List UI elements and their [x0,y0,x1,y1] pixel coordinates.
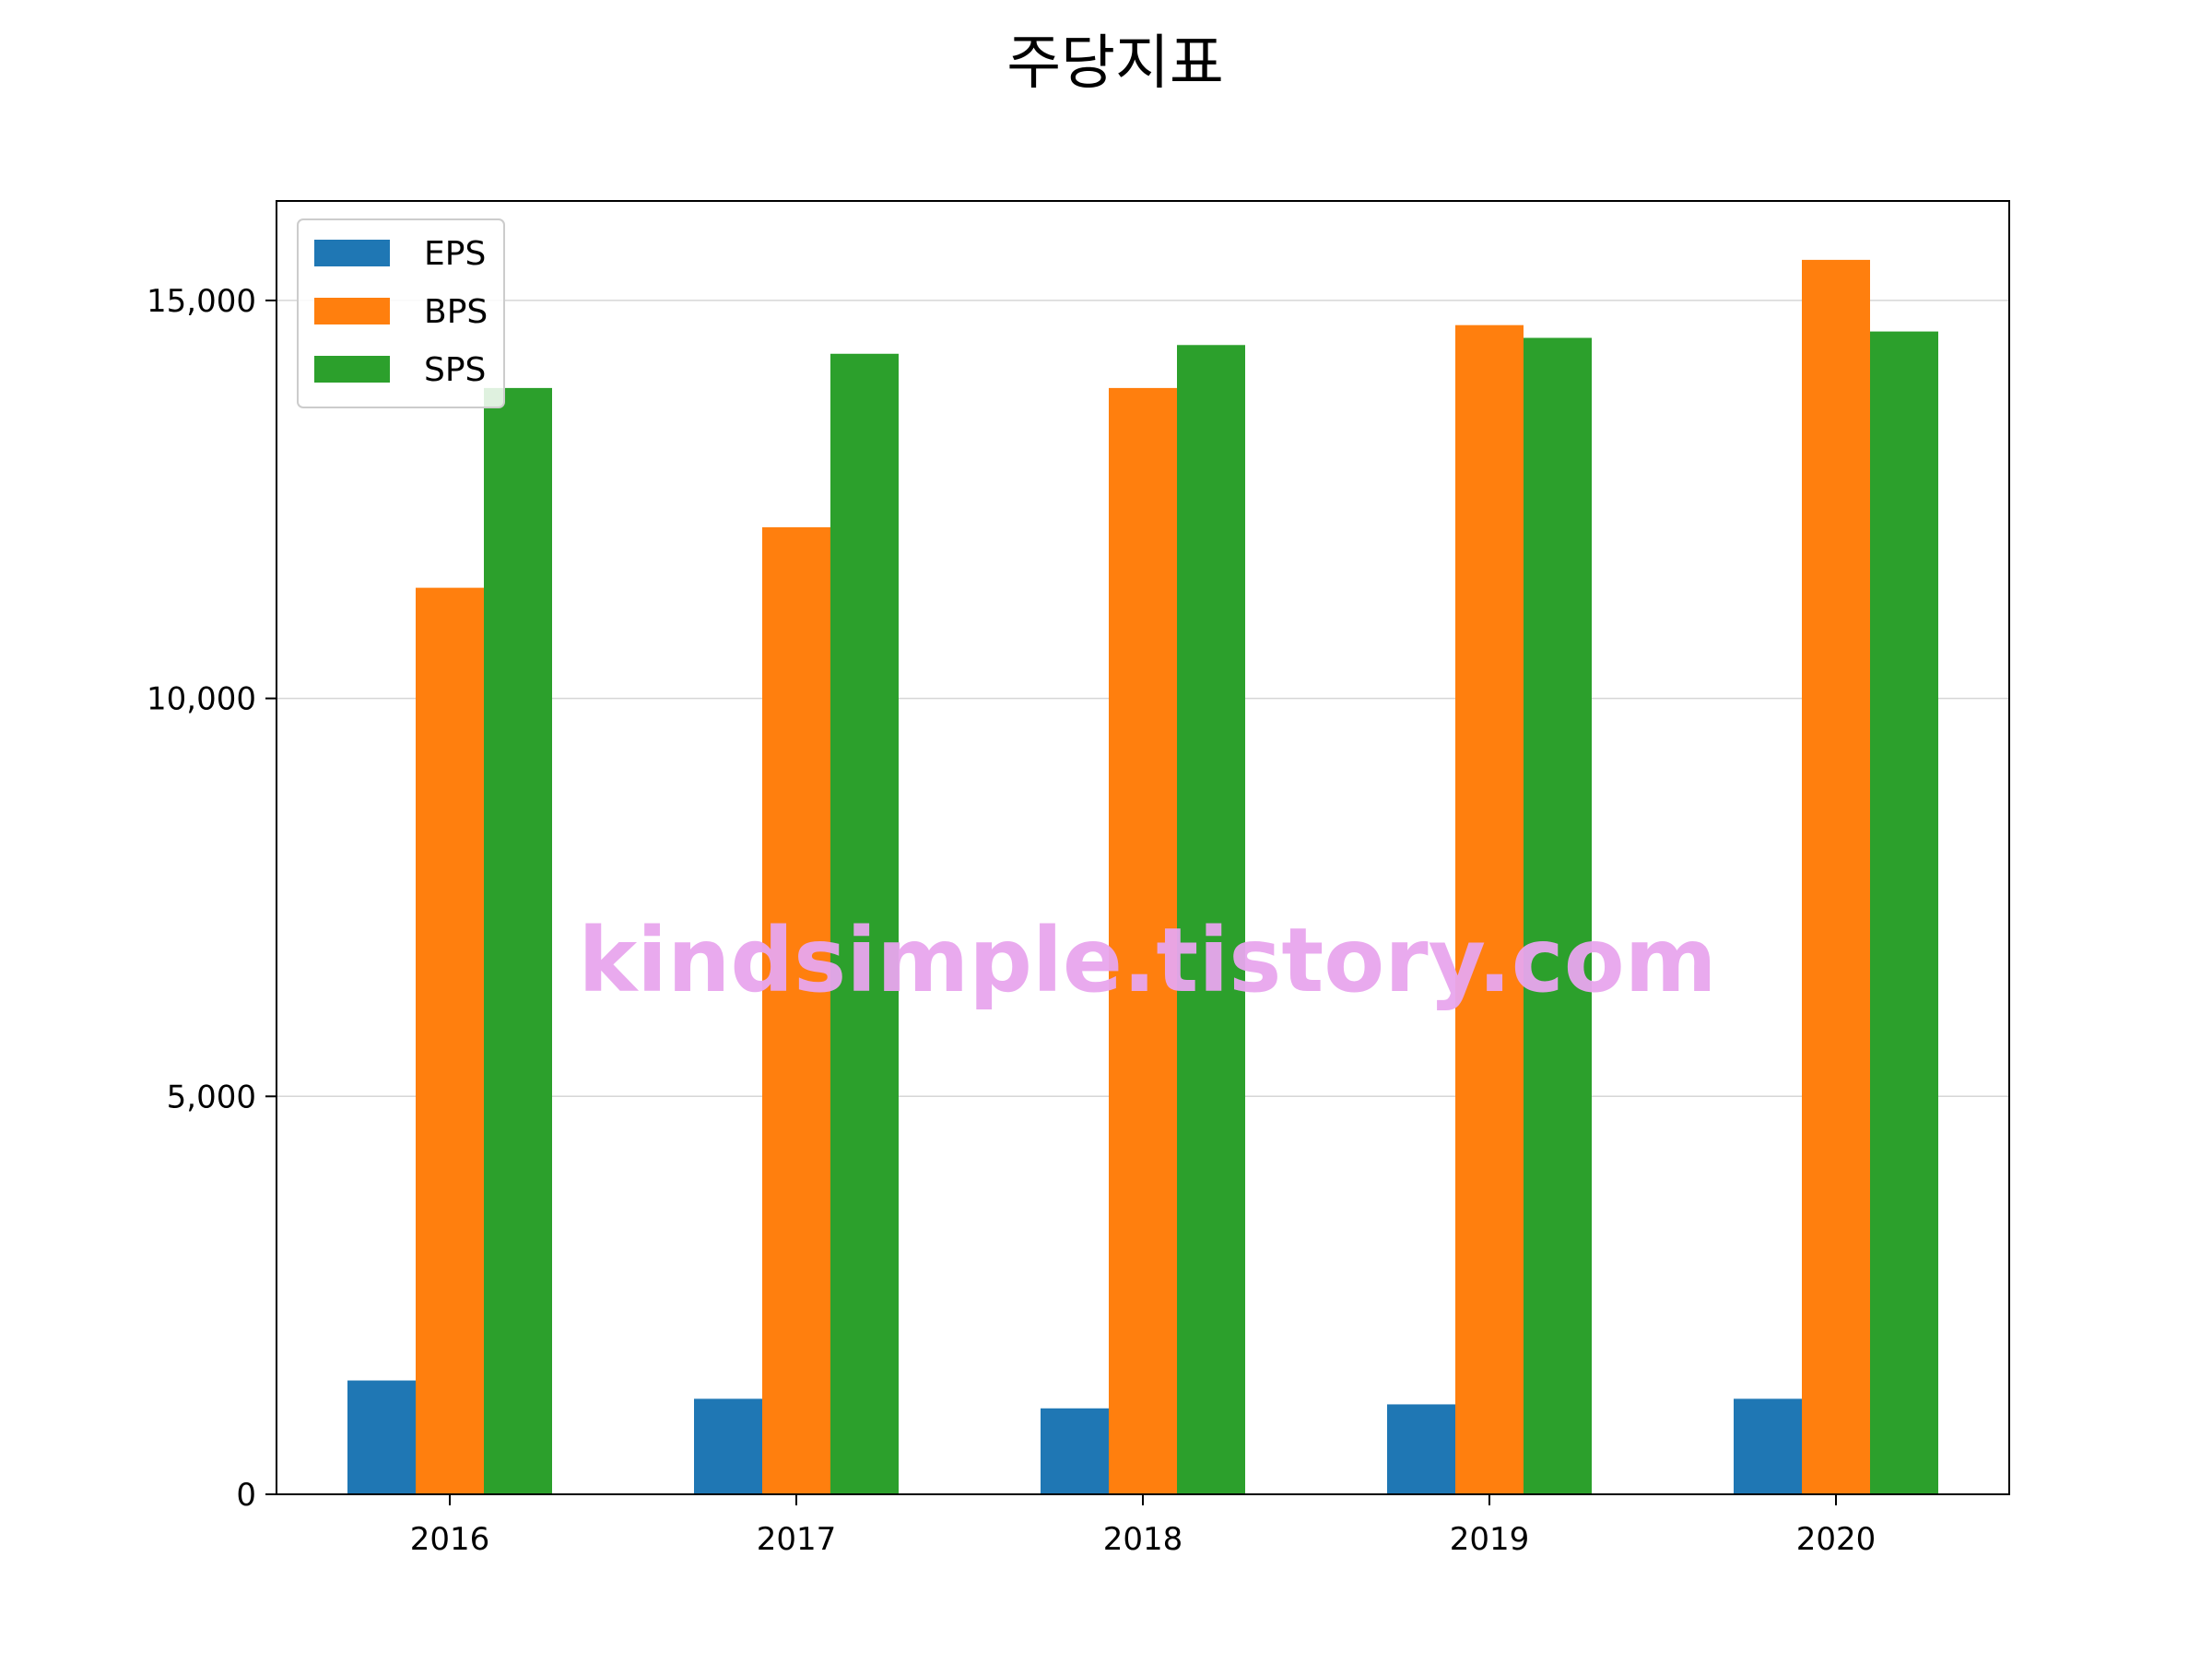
bar-eps-2016 [347,1380,416,1494]
bar-sps-2016 [484,387,552,1494]
legend-label-sps: SPS [424,351,486,389]
legend-label-eps: EPS [424,235,486,273]
bar-bps-2019 [1455,324,1524,1494]
bars [347,259,1938,1495]
bar-sps-2017 [830,353,899,1495]
watermark: kindsimple.tistory.com [578,909,1716,1012]
x-tick-label: 2017 [757,1521,837,1558]
legend: EPS BPS SPS [297,218,505,408]
y-tick-label: 0 [236,1477,256,1514]
bar-bps-2017 [762,526,830,1494]
x-axis: 2016 2017 2018 2019 2020 [410,1494,1877,1558]
x-tick-label: 2016 [410,1521,490,1558]
bar-bps-2018 [1109,387,1177,1494]
bar-eps-2018 [1041,1408,1109,1494]
bar-sps-2020 [1870,331,1938,1494]
legend-swatch-bps [314,298,390,324]
x-tick-label: 2019 [1450,1521,1530,1558]
bar-sps-2018 [1177,345,1245,1495]
legend-label-bps: BPS [424,293,488,331]
legend-swatch-eps [314,240,390,266]
bar-bps-2020 [1802,259,1870,1494]
chart-title: 주당지표 [1006,29,1224,98]
y-tick-label: 5,000 [167,1079,256,1115]
bar-bps-2016 [416,587,484,1494]
y-tick-label: 15,000 [147,283,256,320]
bar-eps-2020 [1734,1398,1802,1494]
y-tick-label: 10,000 [147,681,256,718]
y-axis: 0 5,000 10,000 15,000 [147,283,276,1514]
bar-eps-2017 [694,1398,762,1494]
bar-eps-2019 [1387,1404,1455,1494]
x-tick-label: 2020 [1796,1521,1877,1558]
x-tick-label: 2018 [1103,1521,1183,1558]
bar-sps-2019 [1524,337,1592,1494]
legend-swatch-sps [314,356,390,383]
